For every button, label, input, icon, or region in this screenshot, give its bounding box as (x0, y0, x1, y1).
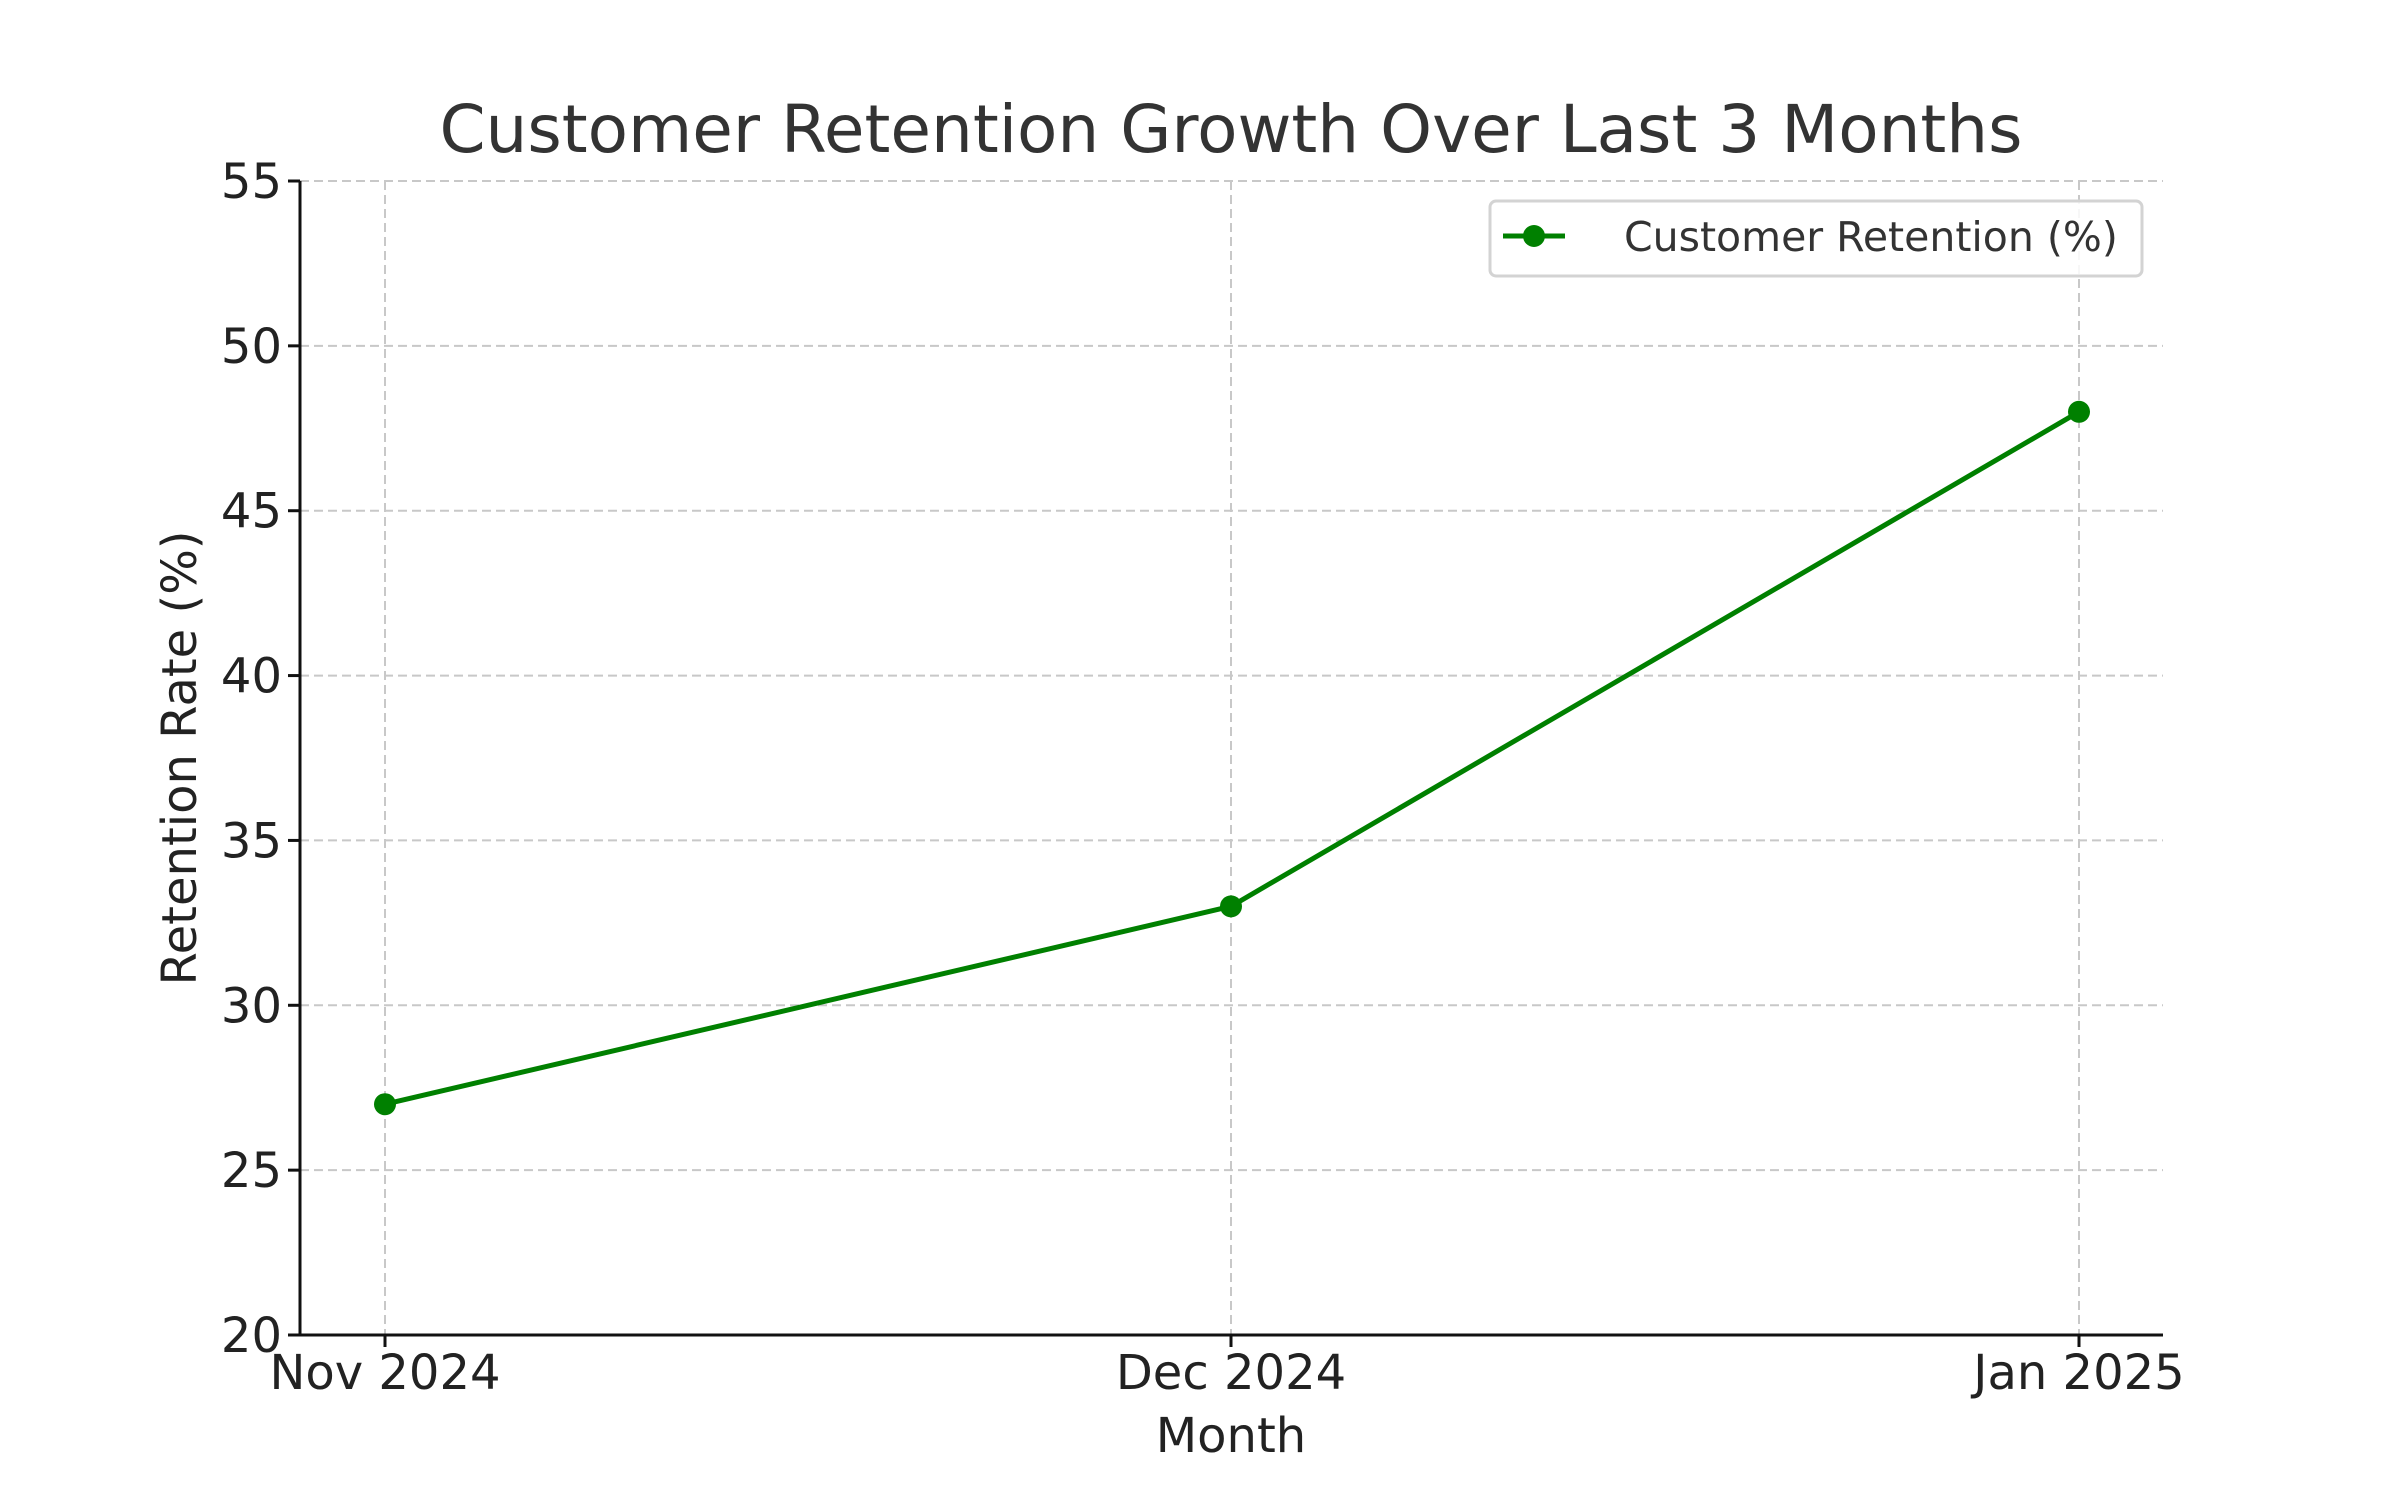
y-tick-label: 50 (221, 319, 282, 375)
series (374, 400, 2090, 1116)
y-tick-label: 30 (221, 978, 282, 1034)
legend: Customer Retention (%) (1488, 199, 2144, 278)
y-tick-label: 25 (221, 1143, 282, 1199)
x-tick-label: Nov 2024 (269, 1345, 500, 1401)
data-point (374, 1093, 396, 1116)
y-tick-label: 35 (221, 813, 282, 869)
y-tick-label: 40 (221, 649, 282, 705)
chart-title: Customer Retention Growth Over Last 3 Mo… (439, 91, 2022, 168)
x-tick-label: Jan 2025 (1970, 1345, 2184, 1401)
y-axis-label: Retention Rate (%) (152, 530, 208, 985)
y-tick-label: 20 (221, 1308, 282, 1364)
y-tick-label: 45 (221, 484, 282, 540)
data-point (2068, 400, 2090, 423)
grid (300, 180, 2163, 1336)
data-point (1220, 895, 1242, 918)
y-tick-label: 55 (221, 154, 282, 210)
legend-label: Customer Retention (%) (1624, 213, 2118, 261)
legend-box (1488, 199, 2144, 278)
legend-marker-icon (1523, 225, 1545, 247)
ticks: 20 25 30 35 40 45 50 55 Nov 2024 Dec 2024 Jan 2025 (221, 154, 2185, 1401)
x-tick-label: Dec 2024 (1116, 1345, 1346, 1401)
x-axis-label: Month (1156, 1408, 1306, 1464)
